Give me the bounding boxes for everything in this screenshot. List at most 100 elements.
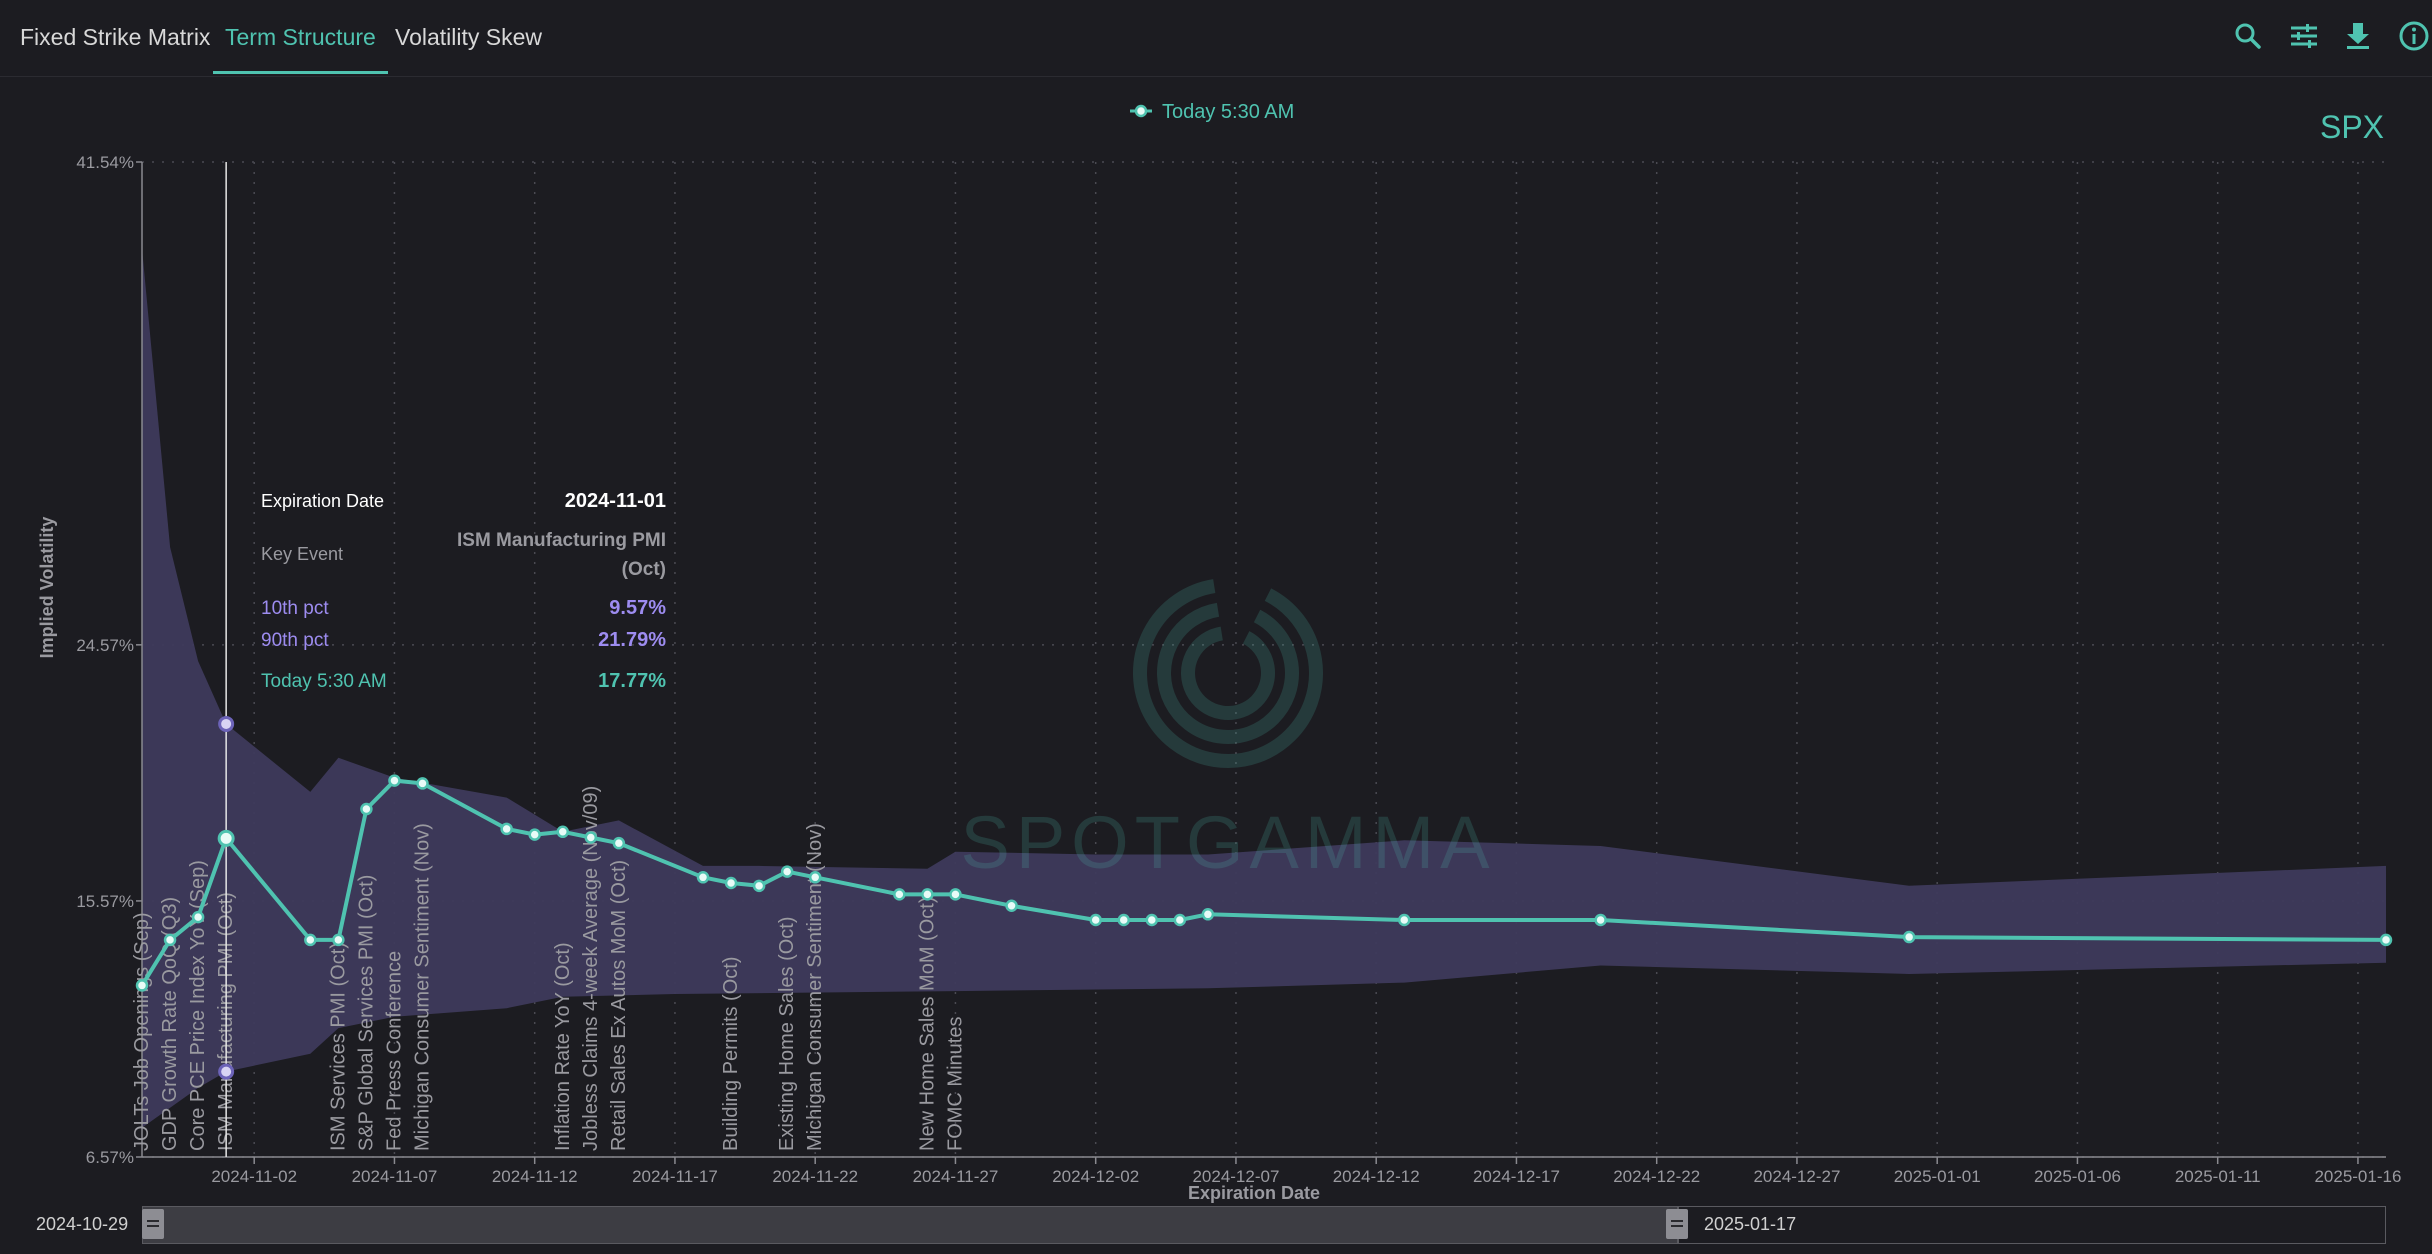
tooltip-today-value: 17.77% bbox=[598, 670, 666, 692]
data-point bbox=[752, 879, 766, 893]
x-tick-label: 2024-11-27 bbox=[913, 1167, 999, 1186]
sliders-icon[interactable] bbox=[2286, 18, 2322, 54]
active-data-point bbox=[217, 829, 235, 847]
data-point bbox=[528, 828, 541, 841]
y-tick-label: 41.54% bbox=[76, 153, 134, 172]
tooltip-expiration-label: Expiration Date bbox=[261, 491, 384, 511]
data-point bbox=[921, 888, 934, 901]
event-label: Michigan Consumer Sentiment (Nov) bbox=[412, 823, 434, 1151]
data-point bbox=[1902, 930, 1916, 944]
spotgamma-logo: SPOTGAMMA bbox=[960, 579, 1495, 884]
data-point bbox=[808, 871, 822, 884]
tooltip-p90-value: 21.79% bbox=[598, 629, 666, 651]
data-point bbox=[949, 888, 962, 901]
tooltip-event-value-cont: (Oct) bbox=[622, 559, 666, 580]
event-label: Core PCE Price Index YoY (Sep) bbox=[187, 860, 209, 1151]
x-tick-label: 2024-11-02 bbox=[211, 1167, 297, 1186]
range-track[interactable] bbox=[1678, 1206, 2386, 1244]
tab-volatility-skew[interactable]: Volatility Skew bbox=[395, 24, 543, 50]
tab-term-structure[interactable]: Term Structure bbox=[213, 0, 388, 74]
data-point bbox=[1005, 899, 1018, 913]
percentile-band bbox=[142, 248, 2386, 1128]
data-point bbox=[163, 933, 177, 947]
data-point bbox=[696, 871, 710, 884]
data-point bbox=[135, 979, 149, 992]
date-range-slider[interactable] bbox=[142, 1206, 2386, 1244]
event-label: FOMC Minutes bbox=[944, 1017, 966, 1151]
event-label: New Home Sales MoM (Oct) bbox=[916, 897, 938, 1152]
y-tick-label: 15.57% bbox=[76, 892, 134, 911]
x-tick-label: 2024-12-22 bbox=[1613, 1167, 1700, 1186]
ticker-label: SPX bbox=[2320, 109, 2384, 145]
x-tick-label: 2024-12-07 bbox=[1192, 1167, 1279, 1186]
event-label: Building Permits (Oct) bbox=[720, 957, 742, 1152]
logo-ring bbox=[1133, 579, 1323, 768]
x-tick-label: 2024-12-12 bbox=[1333, 1167, 1420, 1186]
data-point bbox=[780, 865, 794, 878]
x-tick-label: 2024-11-17 bbox=[632, 1167, 718, 1186]
event-label: Retail Sales Ex Autos MoM (Oct) bbox=[608, 860, 630, 1151]
tab-fixed-strike-matrix[interactable]: Fixed Strike Matrix bbox=[20, 24, 211, 50]
x-tick-label: 2024-11-07 bbox=[352, 1167, 438, 1186]
event-label: Fed Press Conference bbox=[384, 951, 406, 1151]
tooltip-event-label: Key Event bbox=[261, 544, 343, 564]
data-point bbox=[893, 888, 906, 901]
range-start-label: 2024-10-29 bbox=[36, 1214, 129, 1234]
x-tick-label: 2025-01-11 bbox=[2175, 1167, 2261, 1186]
tooltip-p90-label: 90th pct bbox=[261, 630, 329, 651]
data-point bbox=[612, 836, 626, 850]
data-point bbox=[584, 831, 598, 844]
data-point bbox=[1398, 913, 1411, 927]
data-point bbox=[1201, 908, 1215, 921]
range-start-handle[interactable] bbox=[142, 1209, 164, 1239]
y-tick-label: 24.57% bbox=[76, 636, 134, 655]
logo-ring bbox=[1157, 602, 1299, 744]
x-tick-label: 2025-01-16 bbox=[2314, 1167, 2401, 1186]
logo-ring bbox=[1181, 626, 1275, 720]
data-point bbox=[724, 876, 738, 890]
x-axis-title: Expiration Date bbox=[1188, 1183, 1320, 1203]
event-label: ISM Services PMI (Oct) bbox=[327, 942, 349, 1151]
p10-marker bbox=[218, 1063, 235, 1080]
data-point bbox=[556, 825, 569, 839]
range-selection[interactable] bbox=[142, 1206, 1678, 1244]
download-icon[interactable] bbox=[2340, 18, 2376, 54]
p90-marker bbox=[218, 715, 235, 732]
term-structure-chart-panel: SPOTGAMMA 41.54% 24.57% 15.57% 6.57% 2024-11-… bbox=[8, 78, 2432, 1254]
data-point bbox=[388, 774, 401, 787]
x-tick-label: 2025-01-01 bbox=[1894, 1167, 1981, 1186]
info-icon[interactable] bbox=[2396, 18, 2432, 54]
y-axis-title: Implied Volatility bbox=[37, 517, 57, 659]
data-point bbox=[1594, 913, 1607, 927]
data-point bbox=[1145, 913, 1159, 927]
y-tick-label: 6.57% bbox=[86, 1148, 134, 1167]
event-label: JOLTs Job Openings (Sep) bbox=[131, 912, 153, 1151]
data-point bbox=[360, 802, 373, 816]
data-point bbox=[1089, 913, 1102, 927]
x-tick-label: 2024-12-27 bbox=[1753, 1167, 1840, 1186]
event-label: GDP Growth Rate QoQ (Q3) bbox=[159, 897, 181, 1151]
term-structure-chart[interactable]: SPOTGAMMA 41.54% 24.57% 15.57% 6.57% 2024-11-… bbox=[8, 78, 2432, 1254]
range-end-label: 2025-01-17 bbox=[1704, 1214, 1797, 1234]
tooltip-p10-value: 9.57% bbox=[609, 597, 666, 619]
legend-marker bbox=[1134, 104, 1148, 118]
tooltip-expiration-value: 2024-11-01 bbox=[565, 490, 666, 512]
x-tick-label: 2024-11-12 bbox=[492, 1167, 578, 1186]
search-icon[interactable] bbox=[2230, 18, 2266, 54]
event-label: Jobless Claims 4-week Average (Nov/09) bbox=[580, 786, 602, 1151]
x-tick-label: 2024-11-22 bbox=[772, 1167, 858, 1186]
tooltip-event-value: ISM Manufacturing PMI bbox=[457, 530, 666, 551]
top-bar: Fixed Strike Matrix Term Structure Volat… bbox=[0, 0, 2432, 77]
data-point bbox=[304, 933, 317, 947]
event-label: Existing Home Sales (Oct) bbox=[776, 916, 798, 1151]
tooltip-p10-label: 10th pct bbox=[261, 598, 329, 619]
data-point bbox=[191, 910, 205, 924]
event-label: Inflation Rate YoY (Oct) bbox=[552, 942, 574, 1151]
legend-label: Today 5:30 AM bbox=[1162, 101, 1294, 123]
data-point bbox=[1117, 913, 1130, 927]
event-label: S&P Global Services PMI (Oct) bbox=[355, 875, 377, 1151]
range-end-handle[interactable] bbox=[1666, 1209, 1688, 1239]
x-tick-label: 2024-12-17 bbox=[1473, 1167, 1560, 1186]
event-label: Michigan Consumer Sentiment (Nov) bbox=[804, 823, 826, 1151]
watermark-text: SPOTGAMMA bbox=[960, 801, 1495, 884]
